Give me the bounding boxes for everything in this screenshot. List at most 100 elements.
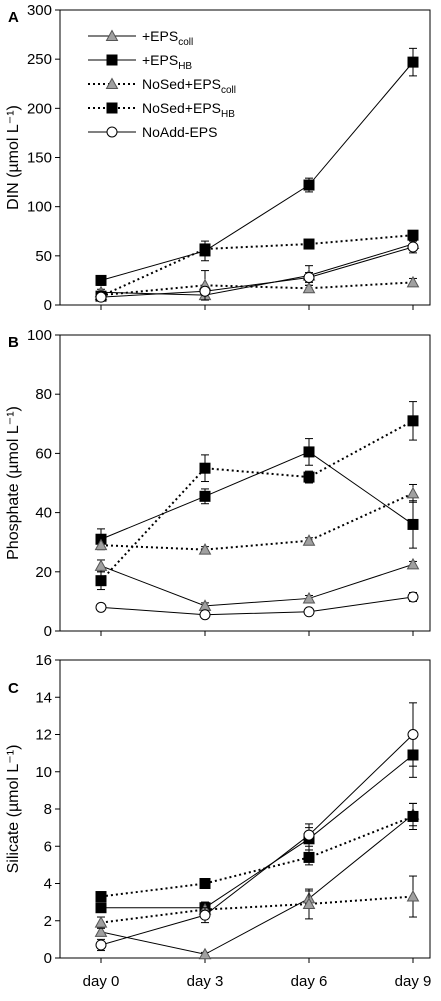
data-point xyxy=(303,829,315,841)
data-point xyxy=(303,179,315,191)
y-axis-label: Silicate (µmol L⁻¹) xyxy=(5,745,22,874)
series xyxy=(95,401,419,591)
series-line xyxy=(100,814,414,955)
y-tick-label: 12 xyxy=(35,727,52,744)
data-point xyxy=(94,916,108,928)
plot-frame xyxy=(59,9,431,306)
panel-c: C 0 2 4 6 8 10 12 14 16 day 0 day 3 day 6 day 9 Silica… xyxy=(5,652,431,990)
legend-label: NoSed+EPScoll xyxy=(142,76,236,96)
y-tick-label: 14 xyxy=(35,689,52,706)
y-tick-label: 10 xyxy=(35,764,52,781)
series xyxy=(95,229,419,302)
data-point xyxy=(303,606,315,618)
data-point xyxy=(303,851,315,863)
series-line xyxy=(100,563,414,607)
plot-frame xyxy=(59,334,431,632)
data-point xyxy=(406,557,420,570)
series-line xyxy=(100,492,414,551)
data-point xyxy=(95,891,107,903)
series xyxy=(94,557,420,611)
data-point xyxy=(406,275,420,288)
legend-marker xyxy=(105,77,119,89)
data-point xyxy=(95,575,107,587)
data-point xyxy=(198,543,212,555)
panel-letter: C xyxy=(8,680,19,697)
data-point xyxy=(407,729,419,740)
y-tick-label: 100 xyxy=(27,199,52,216)
data-point xyxy=(303,471,315,483)
series-line xyxy=(100,451,414,540)
legend-label: NoAdd-EPS xyxy=(142,124,217,140)
series-line xyxy=(100,895,414,924)
series-line xyxy=(100,815,414,898)
y-tick-label: 8 xyxy=(44,801,52,818)
series xyxy=(95,240,419,303)
series-line xyxy=(100,419,414,582)
x-tick-label: day 6 xyxy=(291,973,328,990)
data-point xyxy=(199,609,211,621)
legend-marker xyxy=(106,54,118,66)
data-point xyxy=(199,909,211,921)
y-tick-label: 2 xyxy=(44,913,52,930)
x-tick-label: day 9 xyxy=(395,973,432,990)
y-tick-label: 16 xyxy=(35,652,52,669)
y-tick-label: 60 xyxy=(35,445,52,462)
data-point xyxy=(94,538,108,551)
y-tick-label: 250 xyxy=(27,51,52,68)
legend-marker xyxy=(106,102,118,114)
data-point xyxy=(407,518,419,530)
series xyxy=(94,802,420,960)
legend-label: +EPScoll xyxy=(142,28,193,48)
plot-frame xyxy=(59,659,431,959)
x-tick-label: day 0 xyxy=(83,973,120,990)
data-point xyxy=(302,591,316,604)
y-tick-label: 100 xyxy=(27,327,52,344)
data-point xyxy=(303,446,315,458)
series xyxy=(95,732,419,914)
series xyxy=(94,483,420,555)
y-tick-label: 200 xyxy=(27,100,52,117)
data-point xyxy=(95,274,107,286)
data-point xyxy=(199,878,211,889)
series-line xyxy=(100,246,414,298)
legend: +EPScoll +EPSHB NoSed+EPScoll NoSed+EPSHB No… xyxy=(88,28,236,140)
panel-a: A 0 50 100 150 200 250 300 DIN (µmol L⁻¹) +EPScol… xyxy=(5,2,431,314)
data-point xyxy=(199,462,211,474)
data-point xyxy=(303,238,315,250)
data-point xyxy=(406,889,420,902)
legend-label: NoSed+EPSHB xyxy=(142,100,235,120)
y-axis-label: DIN (µmol L⁻¹) xyxy=(5,105,22,210)
data-point xyxy=(302,897,316,909)
data-point xyxy=(407,229,419,241)
series-line xyxy=(100,61,414,281)
data-point xyxy=(94,559,108,571)
series-line xyxy=(100,596,414,616)
series xyxy=(95,702,419,952)
data-point xyxy=(302,534,316,546)
data-point xyxy=(407,415,419,427)
panel-letter: A xyxy=(8,9,19,26)
y-tick-label: 80 xyxy=(35,386,52,403)
data-point xyxy=(407,241,419,253)
series xyxy=(95,591,419,621)
data-point xyxy=(199,243,211,255)
data-point xyxy=(407,56,419,68)
y-tick-label: 150 xyxy=(27,150,52,167)
data-point xyxy=(95,939,107,951)
series xyxy=(94,875,420,929)
data-point xyxy=(199,490,211,502)
series-line xyxy=(100,281,414,297)
y-tick-label: 40 xyxy=(35,505,52,522)
series xyxy=(95,438,419,551)
y-tick-label: 50 xyxy=(35,248,52,265)
data-point xyxy=(303,271,315,283)
data-point xyxy=(95,601,107,613)
series-line xyxy=(101,754,414,909)
y-axis-label: Phosphate (µmol L⁻¹) xyxy=(5,406,22,560)
legend-marker xyxy=(106,126,118,138)
y-tick-label: 0 xyxy=(44,950,52,967)
legend-label: +EPSHB xyxy=(142,52,192,72)
y-tick-label: 20 xyxy=(35,564,52,581)
data-point xyxy=(407,810,419,822)
